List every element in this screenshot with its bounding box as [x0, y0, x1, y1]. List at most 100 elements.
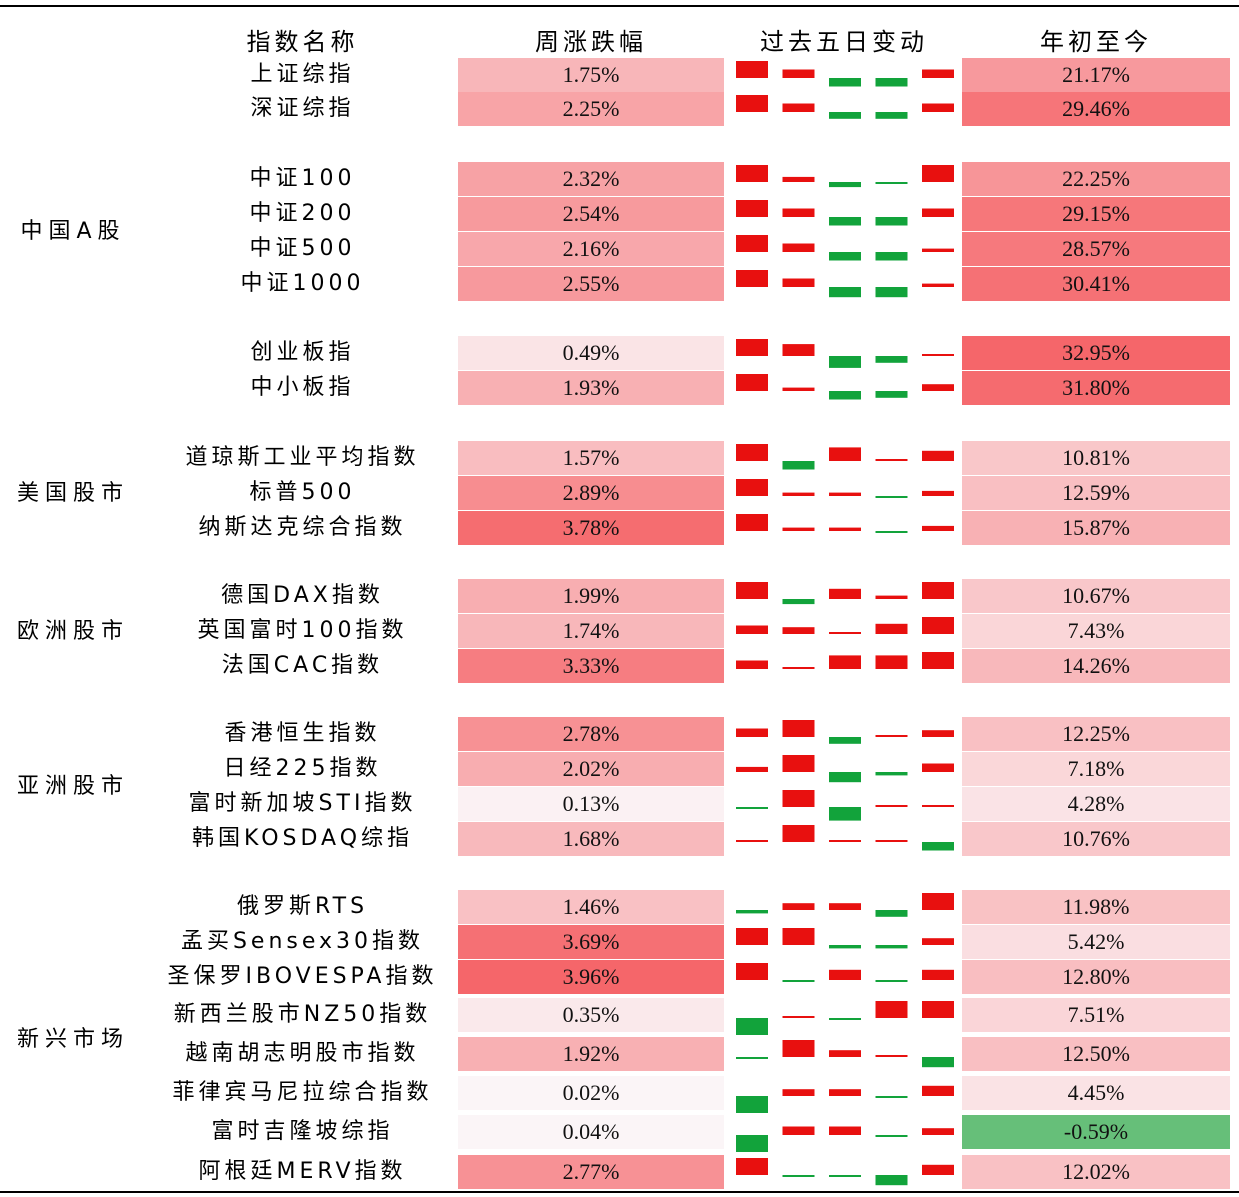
up-day-bar	[922, 525, 954, 531]
five-day-sparkbars	[736, 825, 954, 851]
ytd-change-cell: -0.59%	[962, 1115, 1230, 1149]
down-day-bar	[736, 1135, 768, 1152]
five-day-sparkbars	[736, 1085, 954, 1113]
down-day-bar	[736, 1018, 768, 1035]
up-day-bar	[736, 728, 768, 737]
index-name: 创业板指	[250, 340, 355, 365]
up-day-bar	[782, 103, 815, 112]
up-day-bar	[922, 1128, 954, 1135]
index-name: 中证1000	[240, 271, 365, 296]
down-day-bar	[736, 910, 768, 914]
up-day-bar	[875, 840, 908, 842]
five-day-sparkbars	[736, 61, 954, 87]
ytd-change-cell: 15.87%	[962, 511, 1230, 545]
up-day-bar	[736, 928, 768, 945]
five-day-sparkbars	[736, 755, 954, 783]
weekly-change-cell: 2.55%	[458, 267, 724, 301]
down-day-bar	[829, 287, 861, 298]
ytd-change-cell: 10.76%	[962, 822, 1230, 856]
down-day-bar	[829, 807, 861, 821]
up-day-bar	[782, 627, 815, 634]
up-day-bar	[922, 969, 954, 980]
index-name: 标普500	[249, 480, 356, 505]
weekly-change-cell: 2.54%	[458, 197, 724, 231]
down-day-bar	[782, 1175, 815, 1177]
up-day-bar	[782, 755, 815, 772]
weekly-change-cell: 0.02%	[458, 1076, 724, 1110]
up-day-bar	[736, 339, 768, 356]
weekly-change-cell: 1.68%	[458, 822, 724, 856]
group-label: 欧洲股市	[16, 618, 129, 644]
up-day-bar	[782, 1089, 815, 1096]
up-day-bar	[829, 492, 861, 496]
up-day-bar	[922, 354, 954, 356]
weekly-change-cell: 3.96%	[458, 960, 724, 994]
down-day-bar	[875, 252, 908, 261]
up-day-bar	[829, 840, 861, 842]
up-day-bar	[736, 963, 768, 980]
header-five-day-move: 过去五日变动	[760, 28, 928, 56]
down-day-bar	[829, 772, 861, 783]
up-day-bar	[782, 928, 815, 945]
up-day-bar	[782, 69, 815, 78]
up-day-bar	[782, 1016, 815, 1018]
up-day-bar	[922, 384, 954, 391]
up-day-bar	[782, 278, 815, 287]
ytd-change-cell: 12.80%	[962, 960, 1230, 994]
up-day-bar	[782, 492, 815, 496]
ytd-change-cell: 12.59%	[962, 476, 1230, 510]
up-day-bar	[782, 344, 815, 356]
ytd-change-cell: 7.18%	[962, 752, 1230, 786]
index-name: 德国DAX指数	[221, 583, 384, 608]
weekly-change-cell: 2.16%	[458, 232, 724, 266]
up-day-bar	[782, 527, 815, 531]
up-day-bar	[736, 840, 768, 842]
down-day-bar	[829, 1018, 861, 1020]
index-name: 孟买Sensex30指数	[180, 929, 425, 954]
down-day-bar	[829, 217, 861, 226]
down-day-bar	[875, 1096, 908, 1098]
down-day-bar	[875, 1135, 908, 1137]
weekly-change-cell: 2.32%	[458, 162, 724, 196]
weekly-change-cell: 1.74%	[458, 614, 724, 648]
down-day-bar	[782, 461, 815, 470]
ytd-change-cell: 10.81%	[962, 441, 1230, 475]
ytd-change-cell: 10.67%	[962, 579, 1230, 613]
weekly-change-cell: 1.75%	[458, 58, 724, 92]
index-name: 法国CAC指数	[221, 653, 384, 678]
weekly-change-cell: 3.69%	[458, 925, 724, 959]
index-name: 深证综指	[250, 96, 355, 121]
five-day-sparkbars	[736, 582, 954, 605]
index-name: 菲律宾马尼拉综合指数	[172, 1080, 433, 1105]
group-label: 亚洲股市	[16, 774, 129, 799]
up-day-bar	[829, 1089, 861, 1096]
index-name: 中证200	[249, 201, 356, 226]
down-day-bar	[875, 772, 908, 776]
up-day-bar	[829, 588, 861, 599]
five-day-sparkbars	[736, 165, 954, 188]
weekly-change-cell: 0.13%	[458, 787, 724, 821]
down-day-bar	[829, 1175, 861, 1177]
down-day-bar	[829, 182, 861, 188]
up-day-bar	[922, 103, 954, 112]
five-day-sparkbars	[736, 790, 954, 821]
up-day-bar	[922, 582, 954, 599]
up-day-bar	[875, 655, 908, 669]
index-name: 俄罗斯RTS	[236, 894, 369, 919]
down-day-bar	[829, 391, 861, 400]
weekly-change-cell: 0.04%	[458, 1115, 724, 1149]
down-day-bar	[875, 356, 908, 363]
up-day-bar	[736, 200, 768, 217]
up-day-bar	[736, 660, 768, 669]
five-day-sparkbars	[736, 479, 954, 498]
down-day-bar	[875, 531, 908, 533]
down-day-bar	[875, 391, 908, 398]
index-name: 中证100	[249, 166, 356, 191]
up-day-bar	[736, 235, 768, 252]
five-day-sparkbars	[736, 339, 954, 368]
down-day-bar	[829, 737, 861, 744]
up-day-bar	[922, 208, 954, 217]
up-day-bar	[782, 903, 815, 910]
weekly-change-cell: 1.46%	[458, 890, 724, 924]
